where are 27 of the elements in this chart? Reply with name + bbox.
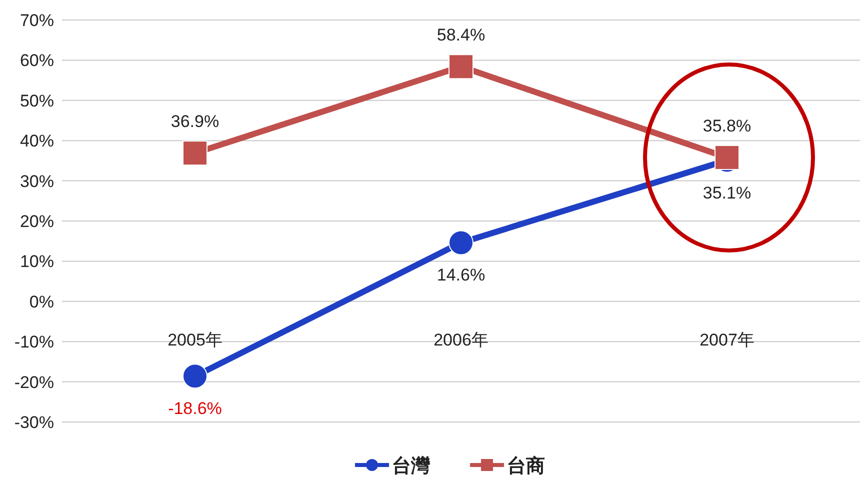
y-tick-label: -20%	[14, 372, 54, 392]
data-label: -18.6%	[168, 399, 222, 418]
x-tick-label: 2006年	[434, 330, 488, 350]
point	[182, 364, 208, 389]
data-label: 14.6%	[436, 266, 486, 285]
y-tick-label: 50%	[20, 91, 54, 110]
y-tick-label: 30%	[20, 172, 54, 191]
y-tick-label: 10%	[20, 252, 54, 272]
y-tick-label: 60%	[20, 51, 54, 70]
point	[448, 230, 474, 256]
point	[448, 54, 474, 80]
point	[714, 144, 740, 170]
y-tick-label: 0%	[29, 292, 54, 312]
legend-label: 台商	[507, 455, 545, 477]
y-tick-label: 70%	[20, 11, 54, 30]
y-tick-label: -10%	[14, 332, 54, 352]
y-tick-label: 20%	[20, 212, 54, 231]
data-label: 58.4%	[436, 26, 486, 45]
point	[182, 140, 208, 166]
y-tick-label: 40%	[20, 132, 54, 151]
data-label: 36.9%	[170, 112, 220, 132]
x-tick-label: 2005年	[168, 330, 222, 350]
y-tick-label: -30%	[14, 413, 54, 432]
data-label: 35.1%	[702, 183, 752, 202]
x-tick-label: 2007年	[700, 330, 754, 350]
legend-label: 台灣	[392, 455, 431, 477]
data-label: 35.8%	[702, 116, 752, 136]
